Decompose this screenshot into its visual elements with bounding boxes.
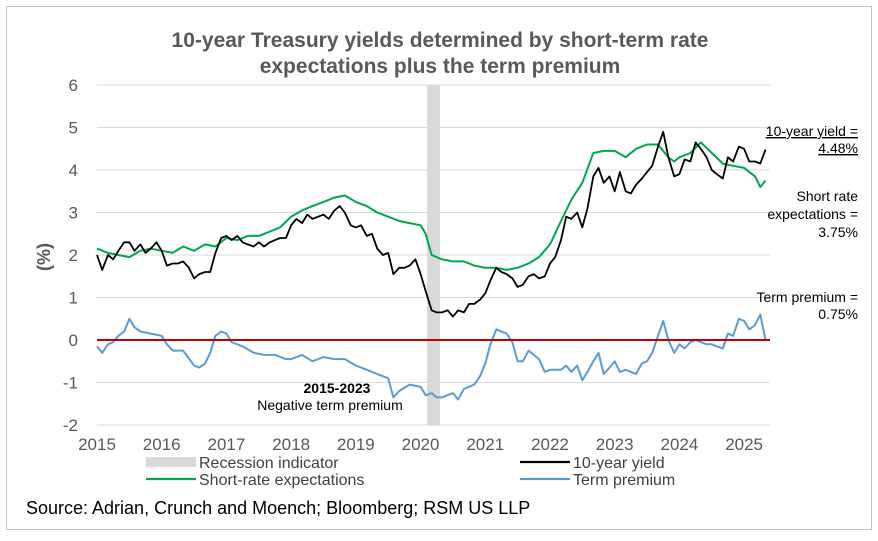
ten-year-annotation-value: 4.48%	[818, 140, 858, 156]
x-tick-label: 2021	[466, 435, 504, 454]
legend-label-ten-year: 10-year yield	[573, 455, 665, 472]
legend-label-recession: Recession indicator	[199, 455, 339, 472]
chart-title-line1: 10-year Treasury yields determined by sh…	[171, 29, 709, 52]
negative-period-text: Negative term premium	[257, 397, 403, 413]
y-tick-label: 6	[69, 76, 78, 95]
short-rate-annotation-line2: expectations =	[767, 206, 858, 222]
y-tick-label: 3	[69, 204, 78, 223]
legend-label-short-rate: Short-rate expectations	[199, 472, 364, 489]
x-tick-label: 2019	[337, 435, 375, 454]
x-tick-label: 2022	[531, 435, 569, 454]
legend-label-term-premium: Term premium	[573, 472, 675, 489]
ten-year-annotation-label: 10-year yield =	[766, 123, 858, 139]
x-tick-label: 2025	[725, 435, 763, 454]
x-tick-label: 2018	[272, 435, 310, 454]
term-premium-annotation-label: Term premium =	[756, 289, 858, 305]
chart-title-line2: expectations plus the term premium	[259, 55, 621, 78]
legend-swatch-recession	[146, 457, 196, 467]
y-axis-label: (%)	[34, 243, 54, 271]
y-tick-label: -2	[63, 416, 78, 435]
negative-period-years: 2015-2023	[304, 380, 371, 396]
term-premium-annotation-value: 0.75%	[818, 306, 858, 322]
y-tick-label: -1	[63, 374, 78, 393]
x-tick-label: 2016	[143, 435, 181, 454]
short-rate-annotation-value: 3.75%	[818, 224, 858, 240]
x-tick-label: 2024	[660, 435, 698, 454]
ten-year-yield-line	[96, 130, 767, 318]
y-tick-label: 4	[69, 161, 78, 180]
y-tick-label: 2	[69, 246, 78, 265]
x-tick-label: 2020	[402, 435, 440, 454]
term-premium-line	[96, 313, 767, 401]
source-note: Source: Adrian, Crunch and Moench; Bloom…	[26, 498, 531, 518]
x-tick-label: 2017	[208, 435, 246, 454]
short-rate-annotation-line1: Short rate	[797, 188, 859, 204]
y-tick-label: 1	[69, 289, 78, 308]
x-tick-label: 2023	[596, 435, 634, 454]
y-tick-label: 0	[69, 331, 78, 350]
x-tick-label: 2015	[78, 435, 116, 454]
y-tick-label: 5	[69, 119, 78, 138]
